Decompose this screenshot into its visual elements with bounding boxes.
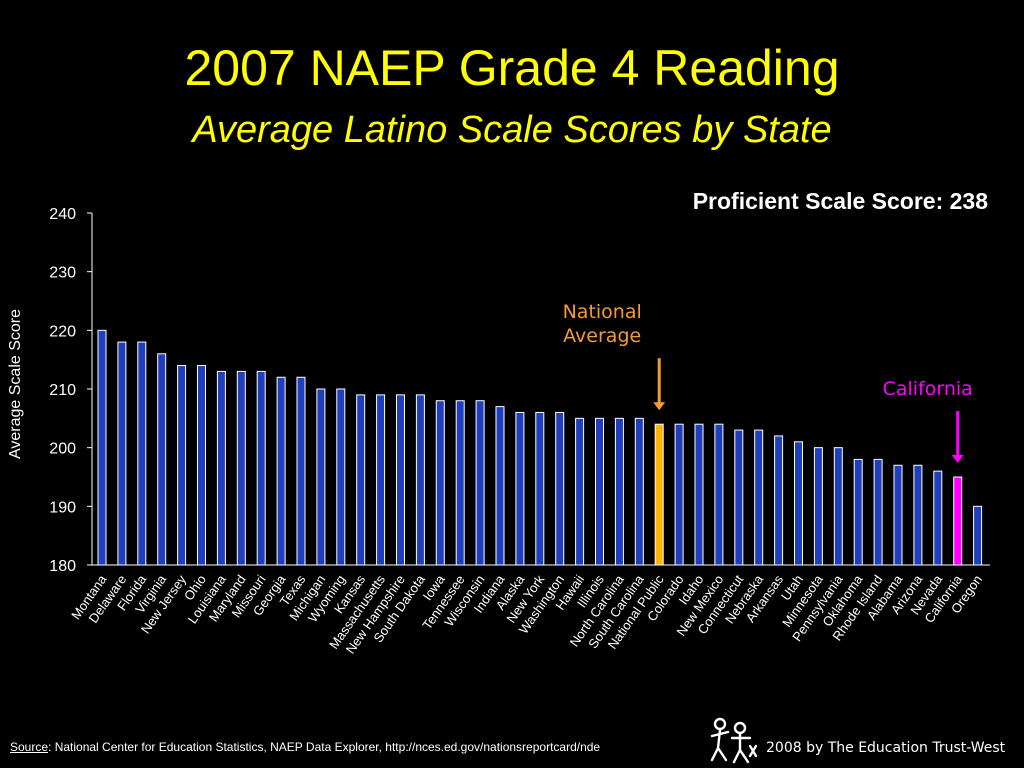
bar bbox=[973, 505, 983, 566]
bar bbox=[455, 400, 465, 566]
bar bbox=[674, 423, 684, 566]
chart-title: 2007 NAEP Grade 4 Reading bbox=[184, 40, 840, 96]
highlight-label: California bbox=[883, 378, 973, 400]
bar bbox=[833, 447, 843, 566]
y-axis-title: Average Scale Score bbox=[7, 309, 24, 459]
bar bbox=[276, 376, 286, 566]
bar bbox=[356, 394, 366, 566]
bar bbox=[117, 341, 127, 566]
ed-trust-logo-icon bbox=[710, 717, 758, 764]
bar bbox=[794, 441, 803, 566]
bar bbox=[654, 423, 664, 566]
y-tick-label: 200 bbox=[49, 441, 76, 458]
y-tick-label: 240 bbox=[49, 206, 76, 223]
bar bbox=[475, 400, 485, 566]
bar bbox=[515, 411, 525, 566]
bar bbox=[634, 417, 644, 566]
bar bbox=[575, 417, 585, 566]
bar bbox=[774, 435, 784, 566]
chart-subtitle: Average Latino Scale Scores by State bbox=[192, 109, 832, 151]
bar bbox=[396, 394, 405, 566]
y-tick-label: 230 bbox=[49, 265, 76, 282]
bar bbox=[336, 388, 346, 566]
credit-text: 2008 by The Education Trust-West bbox=[766, 740, 1006, 756]
bar bbox=[595, 417, 604, 566]
bar bbox=[535, 411, 545, 566]
bar bbox=[316, 388, 326, 566]
highlight-arrowhead bbox=[951, 455, 964, 463]
bar bbox=[376, 394, 386, 566]
source-text: : National Center for Education Statisti… bbox=[48, 740, 601, 754]
proficient-score-note: Proficient Scale Score: 238 bbox=[692, 188, 988, 214]
bar bbox=[236, 370, 246, 566]
bar bbox=[137, 341, 147, 566]
bar bbox=[495, 406, 505, 566]
bar bbox=[177, 365, 187, 566]
bar bbox=[415, 394, 425, 566]
bar bbox=[913, 464, 923, 566]
bar bbox=[714, 423, 724, 566]
bar bbox=[614, 417, 624, 566]
source-footer: Source: National Center for Education St… bbox=[10, 740, 600, 754]
bar bbox=[296, 376, 306, 566]
bar bbox=[435, 400, 445, 566]
bar bbox=[197, 365, 206, 566]
bar bbox=[893, 464, 903, 566]
y-tick-label: 190 bbox=[49, 499, 76, 516]
bar bbox=[555, 411, 565, 566]
y-tick-label: 220 bbox=[49, 323, 76, 340]
y-tick-label: 210 bbox=[49, 382, 76, 399]
y-tick-label: 180 bbox=[49, 558, 76, 575]
bar bbox=[754, 429, 764, 566]
bar bbox=[813, 447, 823, 566]
bar bbox=[157, 353, 167, 566]
bar bbox=[953, 476, 963, 566]
highlight-label: Average bbox=[563, 325, 641, 347]
bar bbox=[256, 370, 266, 566]
bar bbox=[873, 458, 883, 566]
highlight-label: National bbox=[563, 301, 642, 323]
bar bbox=[216, 370, 226, 566]
bar bbox=[97, 329, 107, 566]
bar bbox=[694, 423, 704, 566]
bar bbox=[933, 470, 943, 566]
highlight-arrowhead bbox=[653, 402, 666, 411]
bar-chart: 180 190 200 210 220 230 240 Average Scale Score… bbox=[7, 206, 990, 656]
bar bbox=[853, 458, 863, 566]
source-label: Source bbox=[10, 740, 49, 754]
bar bbox=[734, 429, 744, 566]
